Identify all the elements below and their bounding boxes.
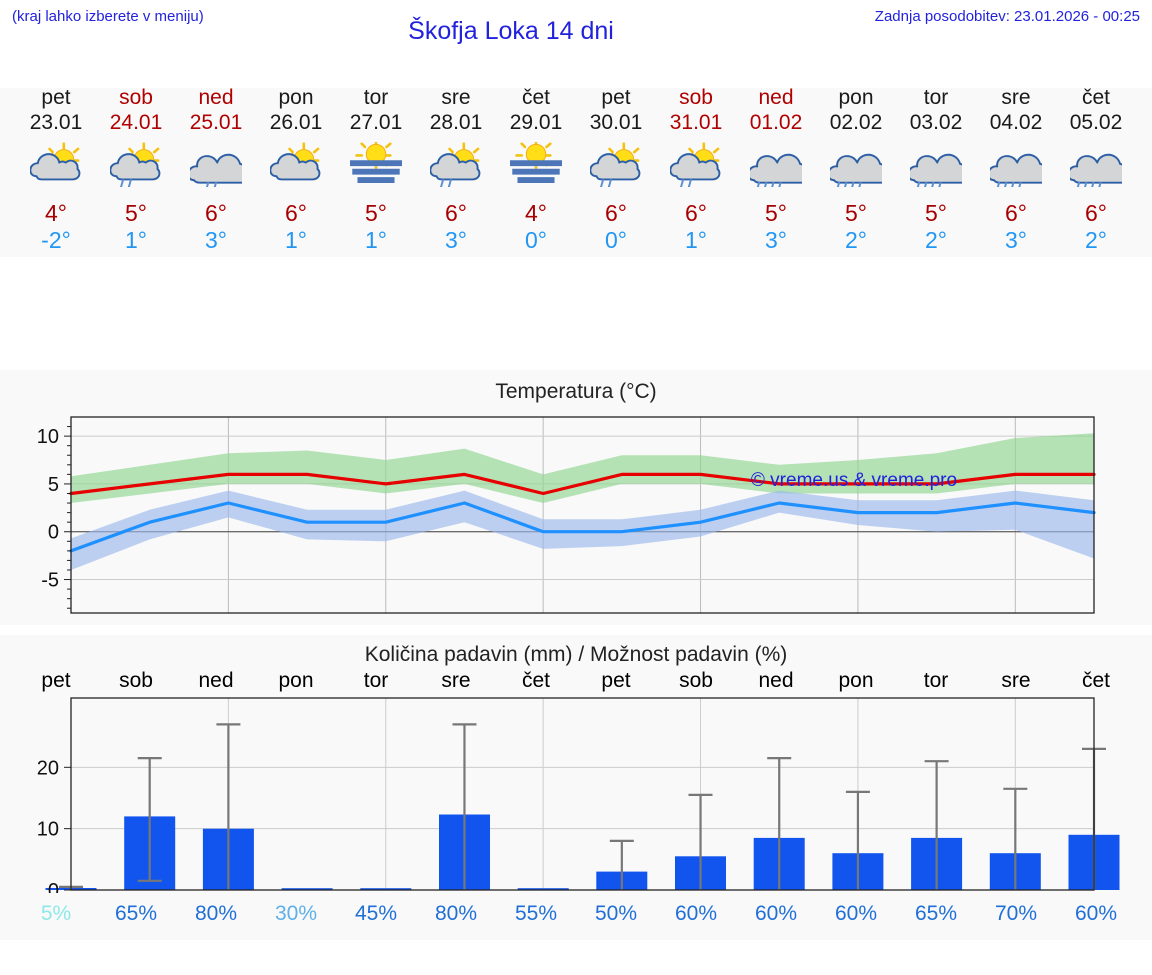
svg-text:20: 20 [37,757,59,779]
svg-text:© vreme.us & vreme.pro: © vreme.us & vreme.pro [751,470,957,491]
svg-text:0: 0 [48,880,59,893]
svg-text:10: 10 [37,818,59,840]
svg-text:0: 0 [48,521,59,543]
svg-text:-5: -5 [41,569,59,591]
svg-text:10: 10 [37,426,59,448]
svg-text:5: 5 [48,474,59,496]
